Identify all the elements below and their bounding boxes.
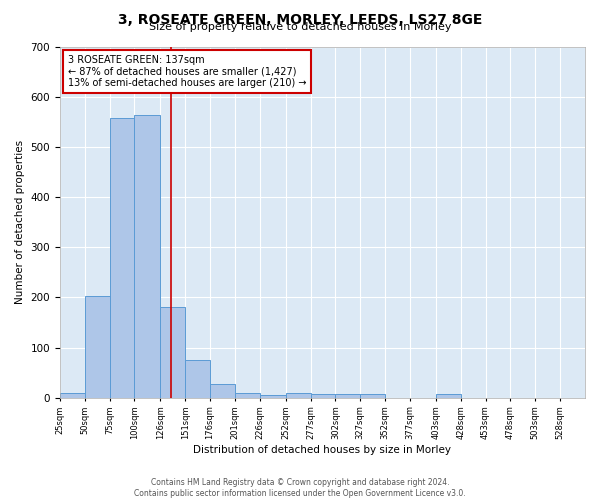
- Bar: [311, 394, 335, 398]
- Bar: [335, 394, 360, 398]
- Text: Contains HM Land Registry data © Crown copyright and database right 2024.
Contai: Contains HM Land Registry data © Crown c…: [134, 478, 466, 498]
- Bar: [360, 394, 385, 398]
- Bar: [60, 393, 85, 398]
- Bar: [260, 395, 286, 398]
- Text: 3 ROSEATE GREEN: 137sqm
← 87% of detached houses are smaller (1,427)
13% of semi: 3 ROSEATE GREEN: 137sqm ← 87% of detache…: [68, 56, 306, 88]
- Y-axis label: Number of detached properties: Number of detached properties: [15, 140, 25, 304]
- Bar: [235, 393, 260, 398]
- X-axis label: Distribution of detached houses by size in Morley: Distribution of detached houses by size …: [193, 445, 451, 455]
- Text: Size of property relative to detached houses in Morley: Size of property relative to detached ho…: [149, 22, 451, 32]
- Bar: [286, 393, 311, 398]
- Bar: [210, 384, 235, 398]
- Text: 3, ROSEATE GREEN, MORLEY, LEEDS, LS27 8GE: 3, ROSEATE GREEN, MORLEY, LEEDS, LS27 8G…: [118, 12, 482, 26]
- Bar: [185, 360, 210, 398]
- Bar: [436, 394, 461, 398]
- Bar: [134, 116, 160, 398]
- Bar: [160, 308, 185, 398]
- Bar: [85, 296, 110, 398]
- Bar: [110, 118, 134, 398]
